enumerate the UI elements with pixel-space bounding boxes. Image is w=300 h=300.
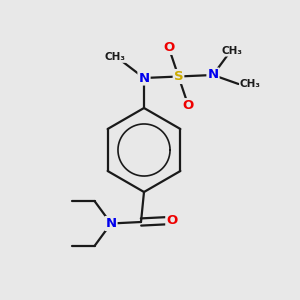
Text: O: O [166,214,178,227]
Text: N: N [207,68,219,82]
Text: N: N [138,71,150,85]
Text: CH₃: CH₃ [222,46,243,56]
Text: O: O [163,41,175,54]
Text: O: O [182,99,194,112]
Text: S: S [174,70,183,83]
Text: CH₃: CH₃ [240,79,261,89]
Text: CH₃: CH₃ [105,52,126,62]
Text: N: N [105,217,117,230]
